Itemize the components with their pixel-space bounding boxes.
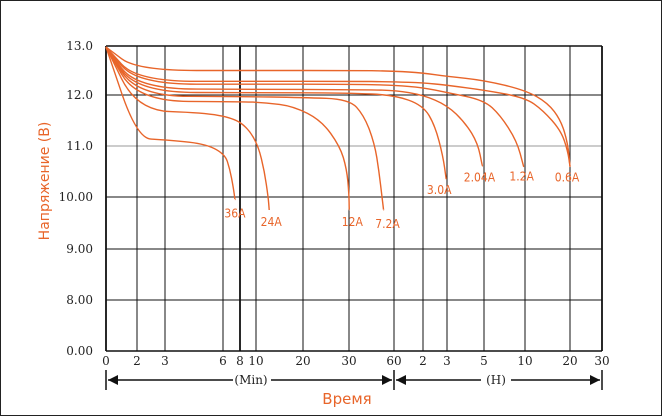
curve-label: 7.2A	[375, 217, 400, 231]
x-tick-label: 20	[295, 354, 310, 368]
discharge-curve	[105, 46, 270, 211]
curve-label: 2.04A	[464, 170, 496, 184]
min-arrowhead-left	[108, 375, 118, 385]
curve-label: 36A	[224, 207, 246, 221]
discharge-curve	[105, 46, 385, 211]
curve-label: 12A	[342, 215, 364, 229]
curve-label: 1.2A	[509, 169, 534, 183]
x-tick-label: 0	[102, 354, 110, 368]
x-axis-unit-min: (Min)	[234, 373, 267, 387]
curve-label: 3.0A	[427, 183, 452, 197]
x-tick-label: 60	[386, 354, 401, 368]
y-axis-title: Напряжение (В)	[37, 122, 53, 241]
x-tick-label: 2	[133, 354, 141, 368]
x-tick-label: 6	[219, 354, 227, 368]
x-tick-label: 3	[161, 354, 169, 368]
discharge-curve	[105, 46, 447, 180]
discharge-curve	[105, 46, 484, 168]
x-tick-label: 20	[562, 354, 577, 368]
y-tick-label: 11.0	[66, 139, 93, 153]
y-tick-label: 13.0	[66, 39, 93, 53]
discharge-curve	[105, 46, 571, 167]
curve-label: 0.6A	[555, 170, 580, 184]
x-tick-label: 10	[517, 354, 532, 368]
discharge-curve	[105, 46, 236, 201]
y-tick-label: 10.00	[59, 190, 93, 204]
x-tick-label: 10	[248, 354, 263, 368]
y-tick-label: 9.00	[66, 242, 93, 256]
x-axis-title: Время	[322, 390, 371, 408]
hour-arrowhead-right	[590, 375, 600, 385]
y-tick-label: 8.00	[66, 293, 93, 307]
label-layer: 13.012.011.010.009.008.000.000 2 3 6 8 10 20 30…	[59, 39, 610, 368]
curve-layer	[105, 46, 571, 211]
y-tick-label: 12.0	[66, 88, 93, 102]
discharge-curve	[105, 46, 571, 168]
x-tick-label: 3	[443, 354, 451, 368]
x-tick-label: 2	[419, 354, 427, 368]
x-axis-unit-hours: (H)	[486, 373, 506, 387]
y-tick-label: 0.00	[66, 344, 93, 358]
discharge-curve	[105, 46, 525, 168]
x-tick-label: 30	[341, 354, 356, 368]
x-tick-label: 8	[236, 354, 244, 368]
x-tick-label: 5	[480, 354, 488, 368]
min-arrowhead-right	[382, 375, 392, 385]
hour-arrowhead-left	[396, 375, 406, 385]
discharge-curve	[105, 46, 350, 211]
curve-label: 24A	[261, 215, 283, 229]
x-tick-label: 30	[594, 354, 609, 368]
